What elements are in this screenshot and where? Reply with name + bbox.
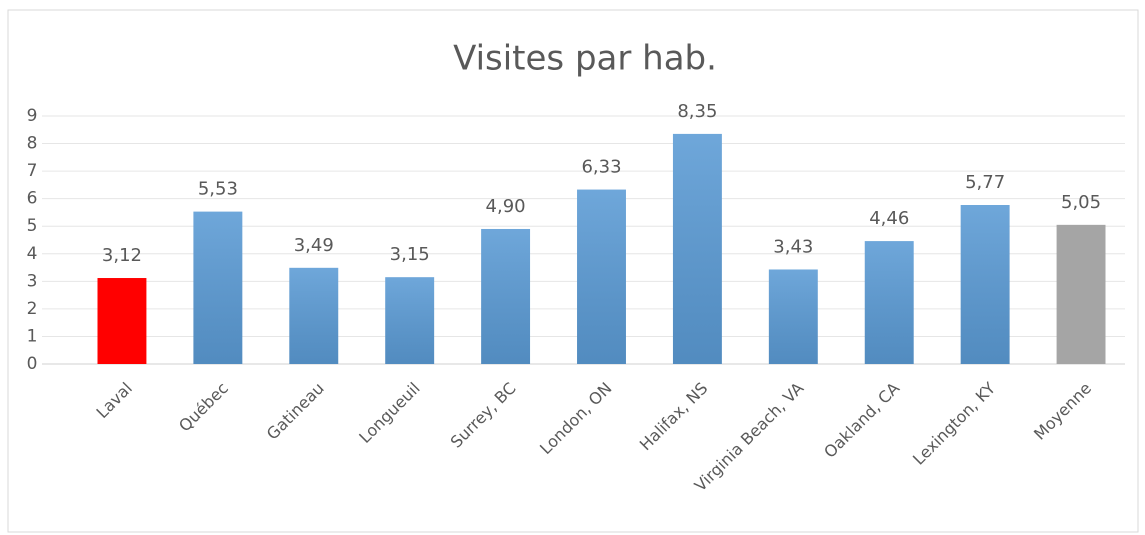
value-label: 4,46 [869, 208, 909, 229]
y-tick-label: 2 [27, 299, 38, 319]
y-tick-label: 7 [27, 161, 38, 181]
y-tick-label: 5 [27, 216, 38, 236]
bar-shading [193, 211, 243, 364]
bar-shading [864, 241, 914, 364]
value-label: 3,49 [294, 235, 334, 256]
y-tick-label: 6 [27, 189, 38, 209]
value-label: 5,05 [1061, 192, 1101, 213]
y-tick-label: 9 [27, 106, 38, 126]
bar [1056, 224, 1106, 364]
y-tick-label: 1 [27, 326, 38, 346]
value-label: 6,33 [581, 157, 621, 178]
value-label: 5,53 [198, 179, 238, 200]
bar-shading [481, 228, 531, 364]
bar [97, 278, 147, 364]
y-tick-label: 8 [27, 134, 38, 154]
bar-shading [768, 269, 818, 364]
bar-shading [960, 205, 1010, 364]
value-label: 4,90 [486, 196, 526, 217]
value-label: 3,12 [102, 245, 142, 266]
y-tick-label: 4 [27, 244, 38, 264]
value-label: 3,15 [390, 244, 430, 265]
y-tick-label: 3 [27, 271, 38, 291]
value-label: 3,43 [773, 236, 813, 257]
value-label: 5,77 [965, 172, 1005, 193]
y-tick-label: 0 [27, 354, 38, 374]
value-label: 8,35 [677, 101, 717, 122]
chart-title: Visites par hab. [453, 39, 717, 79]
bar-shading [385, 277, 435, 364]
bar-shading [577, 189, 626, 364]
bar-shading [672, 133, 722, 364]
bar-shading [289, 267, 339, 364]
